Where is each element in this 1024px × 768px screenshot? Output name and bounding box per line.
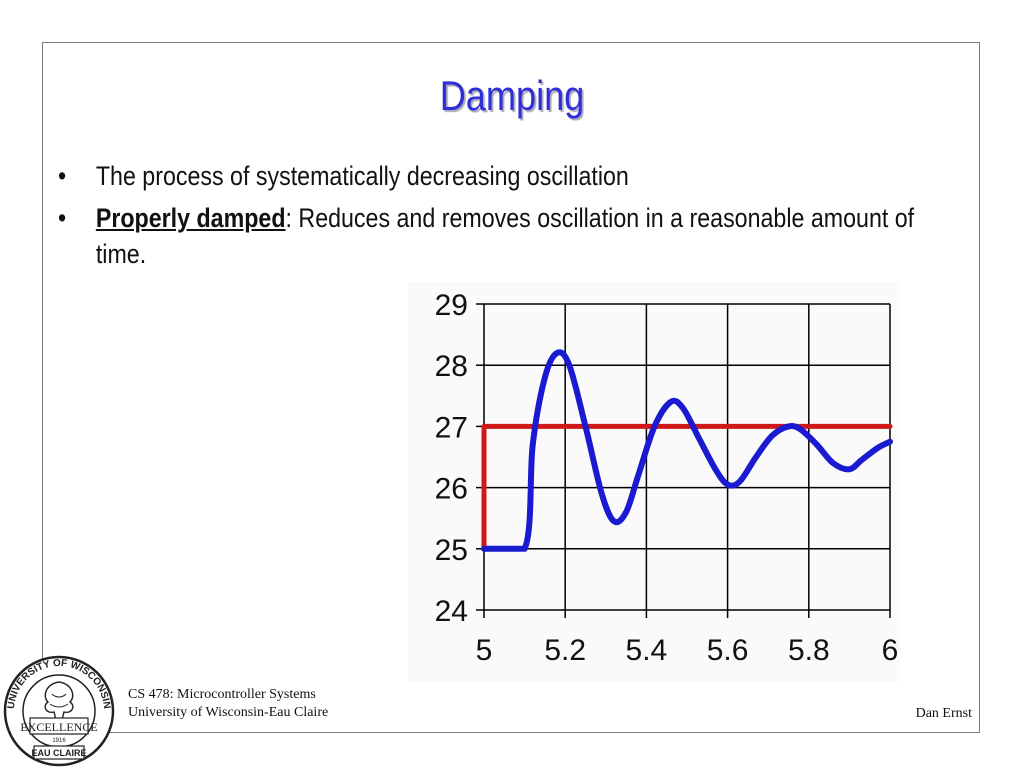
bullet-item: • Properly damped: Reduces and removes o… bbox=[58, 200, 921, 272]
x-tick-label: 5.2 bbox=[544, 634, 586, 667]
x-tick-label: 5.8 bbox=[788, 634, 830, 667]
bullet-text: : Reduces and removes oscillation in a r… bbox=[95, 203, 915, 269]
response-series-line bbox=[481, 349, 893, 552]
footer-university: University of Wisconsin-Eau Claire bbox=[128, 705, 329, 720]
y-tick-label: 28 bbox=[435, 350, 468, 383]
footer-divider bbox=[118, 732, 980, 733]
bullet-marker: • bbox=[58, 161, 67, 191]
y-tick-label: 24 bbox=[435, 595, 468, 628]
x-tick-label: 5.4 bbox=[626, 634, 668, 667]
x-tick-label: 6 bbox=[882, 634, 899, 667]
seal-middle-text: EXCELLENCE bbox=[20, 720, 97, 734]
seal-year: 1916 bbox=[52, 738, 66, 744]
bullet-item: • The process of systematically decreasi… bbox=[58, 158, 921, 194]
bullet-text: The process of systematically decreasing… bbox=[95, 161, 629, 191]
bullet-emphasis: Properly damped bbox=[95, 203, 286, 233]
x-tick-label: 5 bbox=[476, 634, 493, 667]
footer-author: Dan Ernst bbox=[915, 706, 972, 721]
footer-course: CS 478: Microcontroller Systems bbox=[128, 687, 316, 702]
bullet-marker: • bbox=[58, 203, 67, 233]
x-tick-label: 5.6 bbox=[707, 634, 749, 667]
chart-svg: 24 25 26 27 28 29 5 5.2 5.4 5.6 5.8 6 bbox=[435, 289, 899, 667]
seal-bottom-text: EAU CLAIRE bbox=[31, 748, 86, 758]
footer-text: CS 478: Microcontroller Systems Universi… bbox=[128, 686, 328, 722]
y-tick-label: 25 bbox=[435, 534, 468, 567]
y-tick-label: 27 bbox=[435, 411, 468, 444]
bullet-list: • The process of systematically decreasi… bbox=[58, 158, 918, 278]
slide-title: Damping bbox=[439, 72, 585, 119]
university-seal-logo: UNIVERSITY OF WISCONSIN EXCELLENCE 1916 … bbox=[3, 655, 115, 767]
y-tick-label: 26 bbox=[435, 473, 468, 506]
damping-chart: 24 25 26 27 28 29 5 5.2 5.4 5.6 5.8 6 bbox=[408, 282, 900, 682]
y-tick-label: 29 bbox=[435, 289, 468, 322]
setpoint-series-line bbox=[481, 423, 893, 552]
